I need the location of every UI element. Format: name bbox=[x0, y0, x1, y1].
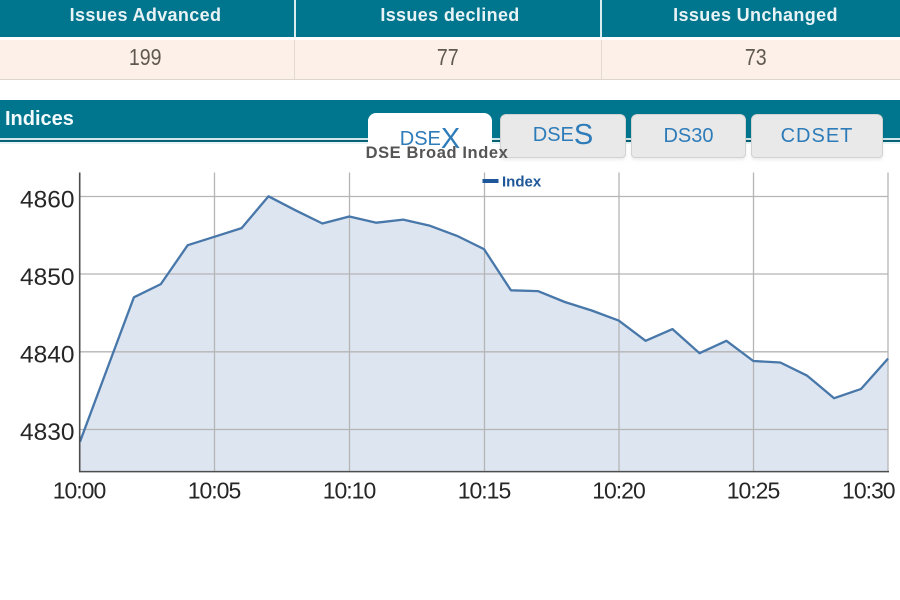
svg-text:4860: 4860 bbox=[20, 186, 75, 213]
svg-text:4840: 4840 bbox=[20, 341, 75, 368]
svg-text:4830: 4830 bbox=[20, 419, 75, 446]
svg-text:10:30: 10:30 bbox=[842, 478, 896, 504]
svg-text:Index: Index bbox=[502, 174, 542, 191]
svg-text:10:10: 10:10 bbox=[323, 478, 377, 504]
svg-text:10:20: 10:20 bbox=[592, 478, 646, 504]
svg-text:10:15: 10:15 bbox=[458, 478, 512, 504]
svg-text:10:05: 10:05 bbox=[188, 478, 242, 504]
svg-text:10:00: 10:00 bbox=[53, 478, 107, 504]
svg-text:10:25: 10:25 bbox=[727, 478, 781, 504]
svg-text:4850: 4850 bbox=[20, 264, 75, 291]
